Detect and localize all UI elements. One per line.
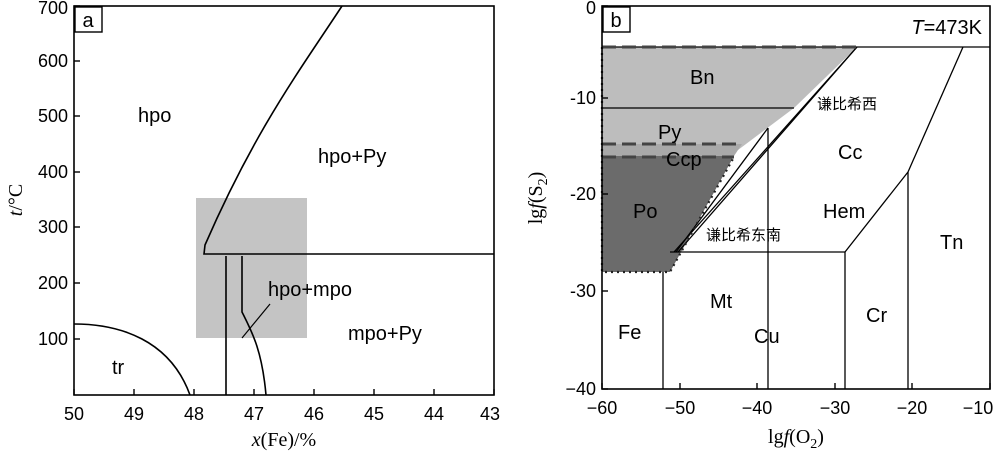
x-tick-label: −30 — [820, 398, 851, 418]
ccp-field — [602, 144, 742, 156]
label-po: Po — [633, 201, 657, 223]
panel-a-y-tick-labels: 100 200 300 400 500 600 700 — [38, 0, 68, 349]
panel-a-y-ticks — [74, 5, 80, 340]
label-hpo-py: hpo+Py — [318, 146, 386, 168]
panel-a-y-axis-title: t/°C — [5, 184, 27, 216]
label-mpo-py: mpo+Py — [348, 323, 422, 345]
x-tick-label: 44 — [424, 404, 444, 424]
panel-a-x-tick-labels: 50 49 48 47 46 45 44 43 — [64, 404, 500, 424]
y-tick-label: -10 — [570, 88, 596, 108]
y-tick-label: 100 — [38, 329, 68, 349]
x-tick-label: −50 — [665, 398, 696, 418]
label-tn: Tn — [940, 232, 963, 254]
po-dotted-outline — [600, 47, 735, 274]
panel-a-x-axis-title: x(Fe)/% — [251, 429, 316, 451]
x-tick-label: 48 — [184, 404, 204, 424]
y-tick-label: 400 — [38, 162, 68, 182]
y-tick-label: -20 — [570, 184, 596, 204]
x-tick-label: −40 — [742, 398, 773, 418]
panel-a: a hpo hpo+Py hpo+mpo mpo+Py tr 50 49 48 … — [5, 0, 500, 451]
panel-b-x-ticks — [601, 383, 991, 389]
hpo-mpo-leader — [241, 303, 271, 339]
bn-field — [602, 47, 857, 108]
po-field — [602, 156, 734, 272]
label-fe: Fe — [618, 322, 641, 344]
x-tick-label: 45 — [364, 404, 384, 424]
y-tick-label: -30 — [570, 281, 596, 301]
panel-b-y-ticks — [602, 5, 608, 390]
x-tick-label: 46 — [304, 404, 324, 424]
x-tick-label: 50 — [64, 404, 84, 424]
panel-a-x-ticks — [73, 389, 495, 395]
x-tick-label: −20 — [897, 398, 928, 418]
y-tick-label: −40 — [565, 379, 596, 399]
temperature-label: T=473K — [911, 17, 982, 39]
x-tick-label: −60 — [587, 398, 618, 418]
x-tick-label: 43 — [480, 404, 500, 424]
label-cu: Cu — [754, 326, 780, 348]
label-hpo: hpo — [138, 105, 171, 127]
label-qianbi-southeast: 谦比希东南 — [706, 226, 781, 244]
panel-b-x-axis-title: lgf(O2) — [768, 426, 824, 452]
panel-b-tag: b — [610, 10, 621, 32]
label-qianbi-west: 谦比希西 — [817, 95, 877, 113]
panel-a-tag: a — [82, 10, 94, 32]
panel-b-y-axis-title: lgf(S2) — [525, 172, 551, 225]
label-ccp: Ccp — [666, 149, 702, 171]
x-tick-label: −10 — [963, 398, 994, 418]
panel-a-frame — [73, 5, 495, 396]
label-py: Py — [658, 122, 681, 144]
panel-a-highlight-box — [196, 198, 307, 338]
boundary-right-curve — [241, 256, 267, 396]
ccp-dashed-outline — [602, 142, 742, 159]
panel-b-frame — [601, 5, 991, 390]
label-hpo-mpo: hpo+mpo — [268, 279, 352, 301]
label-mt: Mt — [710, 291, 733, 313]
y-tick-label: 500 — [38, 106, 68, 126]
label-tr: tr — [112, 357, 125, 379]
y-tick-label: 600 — [38, 51, 68, 71]
hpo-py-boundary — [203, 5, 494, 255]
label-cc: Cc — [838, 142, 862, 164]
py-field — [602, 108, 794, 150]
label-cr: Cr — [866, 305, 887, 327]
panel-b: b T=473K Bn Py Ccp Po Cc Hem Tn Mt Cu Cr… — [525, 0, 993, 452]
label-bn: Bn — [690, 67, 714, 89]
x-tick-label: 47 — [244, 404, 264, 424]
x-tick-label: 49 — [124, 404, 144, 424]
label-hem: Hem — [823, 201, 865, 223]
tr-boundary — [73, 323, 191, 396]
panel-b-y-tick-labels: 0 -10 -20 -30 −40 — [565, 0, 596, 399]
y-tick-label: 200 — [38, 273, 68, 293]
y-tick-label: 300 — [38, 217, 68, 237]
panel-b-tag-box — [602, 6, 631, 33]
y-tick-label: 700 — [38, 0, 68, 18]
y-tick-label: 0 — [586, 0, 596, 18]
panel-a-tag-box — [74, 6, 103, 33]
panel-b-x-tick-labels: −60 −50 −40 −30 −20 −10 — [587, 398, 994, 418]
